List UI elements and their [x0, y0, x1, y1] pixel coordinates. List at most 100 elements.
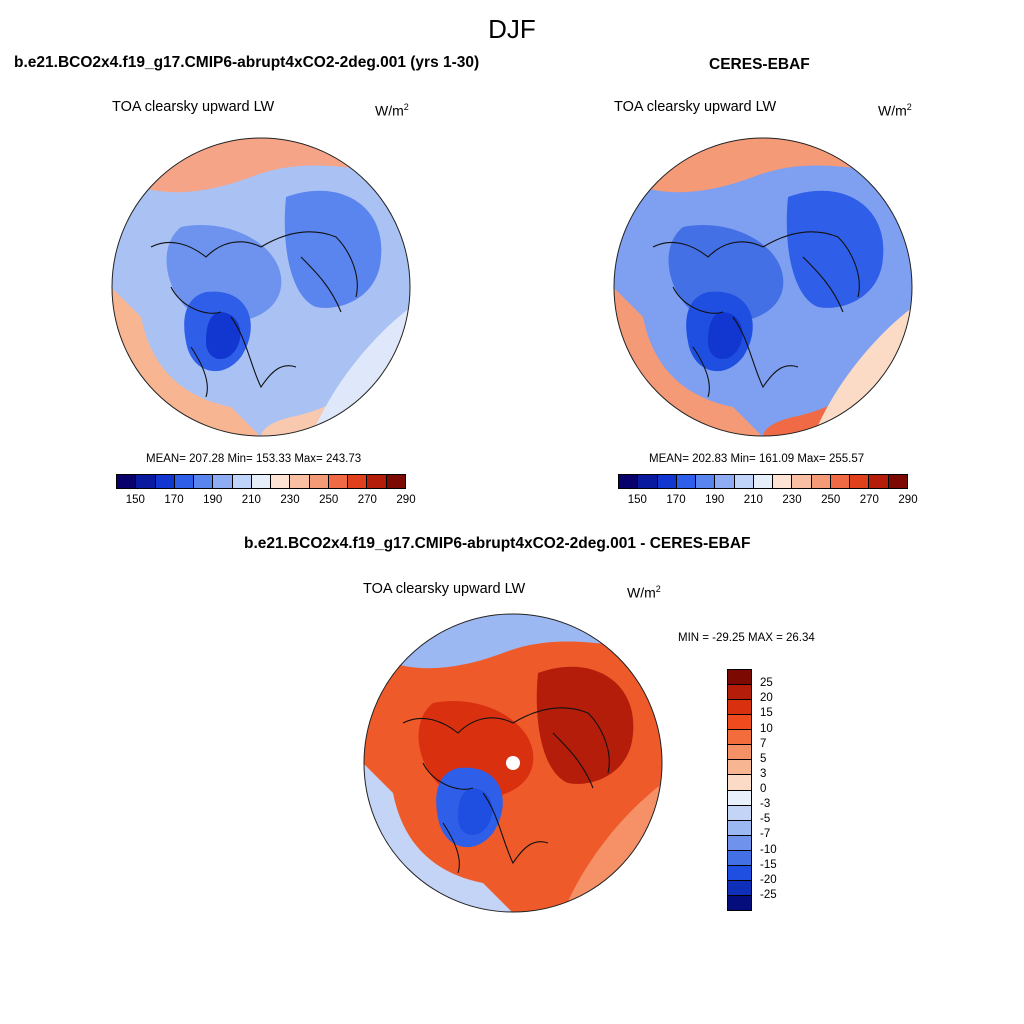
panel-model-variable: TOA clearsky upward LW	[112, 99, 275, 115]
colorbar-swatch	[194, 475, 214, 488]
colorbar-tick-label: 150	[125, 494, 145, 506]
panel-diff-units: W/m2	[627, 584, 661, 601]
colorbar-swatch	[728, 760, 751, 776]
colorbar-tick-label: 290	[396, 494, 416, 506]
map-boundary-circle	[111, 137, 411, 437]
colorbar-tick-label: -10	[760, 843, 777, 856]
colorbar-tick-label: -20	[760, 873, 777, 886]
panel-diff-variable: TOA clearsky upward LW	[363, 581, 526, 597]
map-contour-region	[206, 312, 241, 360]
colorbar-swatch	[830, 475, 851, 488]
colorbar-swatch	[728, 790, 751, 806]
panel-obs-variable: TOA clearsky upward LW	[614, 99, 777, 115]
colorbar-swatch	[728, 715, 751, 731]
colorbar-swatch	[728, 700, 751, 716]
colorbar-swatch	[328, 475, 349, 488]
colorbar-swatch	[251, 475, 272, 488]
map-coastline	[402, 707, 610, 874]
panel-obs-map	[613, 137, 913, 437]
colorbar-swatch	[888, 475, 907, 488]
colorbar-tick-label: 20	[760, 692, 773, 705]
colorbar-swatch	[728, 865, 751, 881]
colorbar-tick-label: 250	[319, 494, 339, 506]
panel-model-stats: MEAN= 207.28 Min= 153.33 Max= 243.73	[146, 453, 362, 465]
colorbar-swatch	[638, 475, 658, 488]
colorbar-swatch	[136, 475, 156, 488]
map-coastline	[150, 231, 358, 398]
panel-obs-title: CERES-EBAF	[709, 56, 810, 73]
colorbar-swatch	[386, 475, 405, 488]
panel-diff-stats: MIN = -29.25 MAX = 26.34	[678, 632, 815, 644]
colorbar-swatch	[174, 475, 195, 488]
panel-diff-colorbar	[727, 669, 752, 911]
colorbar-tick-label: 5	[760, 752, 767, 765]
map-contour-region	[458, 788, 493, 836]
colorbar-tick-label: 250	[821, 494, 841, 506]
colorbar-swatch	[155, 475, 175, 488]
colorbar-tick-label: 270	[859, 494, 879, 506]
colorbar-tick-label: -15	[760, 858, 777, 871]
colorbar-tick-label: 10	[760, 722, 773, 735]
panel-diff-colorbar-ticks: 25 20 15 10 7 5 3 0 -3 -5 -7 -10 -15 -20 -25	[760, 669, 800, 911]
panel-model-units: W/m2	[375, 102, 409, 119]
colorbar-tick-label: 210	[743, 494, 763, 506]
colorbar-swatch	[367, 475, 387, 488]
colorbar-tick-label: 190	[203, 494, 223, 506]
map-boundary-circle	[363, 613, 663, 913]
colorbar-tick-label: 25	[760, 677, 773, 690]
colorbar-swatch	[728, 895, 751, 910]
colorbar-tick-label: -7	[760, 828, 771, 841]
panel-obs-colorbar	[618, 474, 908, 489]
colorbar-swatch	[728, 670, 751, 686]
panel-diff-title: b.e21.BCO2x4.f19_g17.CMIP6-abrupt4xCO2-2…	[244, 535, 751, 552]
figure-season-title: DJF	[488, 14, 536, 44]
colorbar-tick-label: 170	[666, 494, 686, 506]
colorbar-swatch	[728, 835, 751, 851]
colorbar-swatch	[728, 745, 751, 761]
colorbar-swatch	[619, 475, 639, 488]
colorbar-swatch	[728, 730, 751, 746]
colorbar-swatch	[290, 475, 310, 488]
colorbar-tick-label: 15	[760, 707, 773, 720]
colorbar-swatch	[232, 475, 252, 488]
panel-obs-colorbar-ticks: 150 170 190 210 230 250 270 290	[618, 494, 918, 510]
colorbar-tick-label: 150	[627, 494, 647, 506]
colorbar-tick-label: 210	[241, 494, 261, 506]
colorbar-swatch	[271, 475, 291, 488]
colorbar-swatch	[773, 475, 793, 488]
colorbar-swatch	[728, 775, 751, 791]
colorbar-swatch	[657, 475, 677, 488]
map-boundary-circle	[613, 137, 913, 437]
colorbar-tick-label: 290	[898, 494, 918, 506]
colorbar-swatch	[309, 475, 329, 488]
colorbar-swatch	[728, 820, 751, 836]
colorbar-swatch	[753, 475, 774, 488]
colorbar-tick-label: -3	[760, 798, 771, 811]
panel-obs-units: W/m2	[878, 102, 912, 119]
colorbar-swatch	[734, 475, 754, 488]
colorbar-swatch	[117, 475, 137, 488]
map-contour-region	[708, 312, 743, 360]
colorbar-swatch	[728, 685, 751, 701]
map-coastline	[652, 231, 860, 398]
colorbar-tick-label: 270	[357, 494, 377, 506]
colorbar-swatch	[792, 475, 812, 488]
colorbar-swatch	[850, 475, 870, 488]
colorbar-tick-label: -5	[760, 813, 771, 826]
colorbar-swatch	[676, 475, 697, 488]
colorbar-tick-label: 230	[280, 494, 300, 506]
panel-model-title: b.e21.BCO2x4.f19_g17.CMIP6-abrupt4xCO2-2…	[14, 54, 480, 71]
colorbar-swatch	[728, 880, 751, 896]
panel-model-map	[111, 137, 411, 437]
colorbar-tick-label: 0	[760, 783, 767, 795]
panel-model-colorbar	[116, 474, 406, 489]
colorbar-swatch	[869, 475, 889, 488]
colorbar-tick-label: 7	[760, 737, 767, 750]
colorbar-tick-label: 190	[705, 494, 725, 506]
colorbar-swatch	[696, 475, 716, 488]
colorbar-swatch	[728, 850, 751, 866]
colorbar-swatch	[811, 475, 831, 488]
map-pole-missing-data	[506, 756, 520, 770]
colorbar-tick-label: 3	[760, 767, 767, 780]
colorbar-tick-label: -25	[760, 888, 777, 901]
